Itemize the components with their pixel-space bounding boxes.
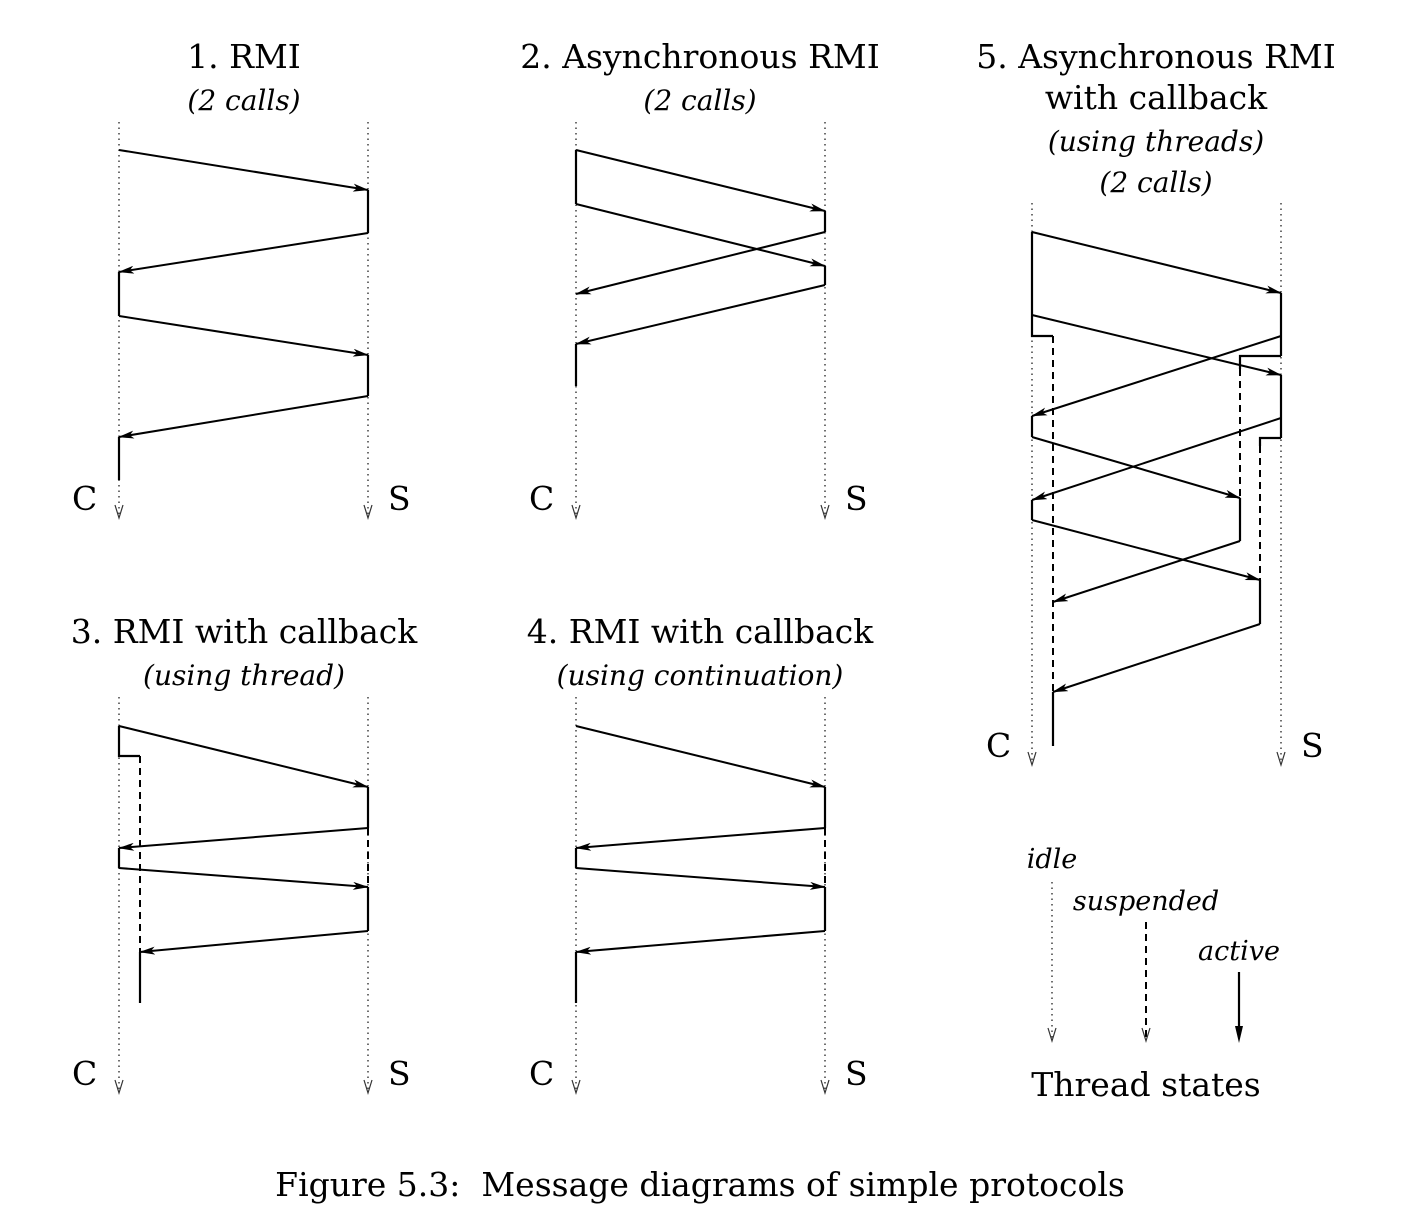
server-label: S [1301, 726, 1324, 765]
callback-reply-message [118, 867, 369, 890]
callback-message [575, 827, 826, 851]
client-label: C [72, 479, 97, 518]
legend-active-label: active [1198, 936, 1280, 967]
panel-1-rmi: 1. RMI (2 calls) C S [72, 37, 411, 521]
call-message [1031, 231, 1282, 294]
client-label: C [72, 1054, 97, 1093]
client-timeline-arrow-icon [114, 1079, 124, 1096]
call-message [118, 315, 369, 357]
reply-message [575, 930, 826, 955]
call-message [575, 203, 826, 267]
callback-reply-message [575, 867, 826, 890]
reply-message [1052, 623, 1261, 693]
callback-message [1031, 335, 1282, 417]
callback-reply-message [1031, 436, 1241, 499]
client-timeline-arrow-icon [114, 504, 124, 521]
client-timeline-arrow-icon [571, 504, 581, 521]
thread-states-legend: idle suspended active Thread states [1027, 844, 1280, 1104]
client-label: C [986, 726, 1011, 765]
server-label: S [388, 479, 411, 518]
client-active-segment [1030, 232, 1053, 338]
reply-message [118, 395, 369, 439]
panel-2-subtitle: (2 calls) [643, 84, 756, 117]
panel-5-subtitle-2: (2 calls) [1099, 166, 1212, 199]
server-timeline-arrow-icon [1276, 751, 1286, 768]
panel-2-async-rmi: 2. Asynchronous RMI (2 calls) C S [520, 37, 880, 521]
panel-3-subtitle: (using thread) [143, 659, 345, 692]
legend-title: Thread states [1031, 1065, 1260, 1104]
call-message [575, 725, 826, 788]
call-message [118, 149, 369, 192]
callback-message [118, 827, 369, 851]
client-label: C [529, 479, 554, 518]
reply-message [139, 930, 369, 955]
panel-3-rmi-callback-thread: 3. RMI with callback (using thread) C S [71, 612, 418, 1096]
legend-idle-label: idle [1027, 844, 1078, 875]
server-timeline-arrow-icon [363, 1079, 373, 1096]
panel-3-title: 3. RMI with callback [71, 612, 418, 651]
call-message [1031, 314, 1282, 376]
server-label: S [388, 1054, 411, 1093]
legend-suspended-label: suspended [1073, 886, 1219, 917]
reply-message [118, 232, 369, 274]
legend-suspended-arrow-icon [1141, 1027, 1151, 1044]
panel-5-async-rmi-callback-threads: 5. Asynchronous RMI with callback (using… [976, 37, 1336, 768]
panel-4-subtitle: (using continuation) [557, 659, 844, 692]
panel-4-rmi-callback-continuation: 4. RMI with callback (using continuation… [527, 612, 874, 1096]
reply-message [575, 231, 826, 295]
panel-1-subtitle: (2 calls) [187, 84, 300, 117]
panel-5-title-line1: 5. Asynchronous RMI [976, 37, 1336, 76]
callback-reply-message [1031, 519, 1261, 581]
call-message [118, 725, 369, 788]
call-message [575, 149, 826, 212]
client-timeline-arrow-icon [571, 1079, 581, 1096]
panel-5-subtitle-1: (using threads) [1048, 125, 1264, 158]
panel-4-title: 4. RMI with callback [527, 612, 874, 651]
client-timeline-arrow-icon [1027, 751, 1037, 768]
server-timeline-arrow-icon [363, 504, 373, 521]
reply-message [1052, 540, 1241, 603]
legend-idle-arrow-icon [1047, 1027, 1057, 1044]
panel-2-title: 2. Asynchronous RMI [520, 37, 880, 76]
server-label: S [845, 1054, 868, 1093]
reply-message [575, 284, 826, 345]
figure-caption: Figure 5.3: Message diagrams of simple p… [275, 1165, 1125, 1204]
client-active-segment [117, 726, 140, 758]
callback-message [1031, 417, 1282, 501]
panel-1-title: 1. RMI [187, 37, 301, 76]
panel-5-title-line2: with callback [1045, 78, 1268, 117]
server-label: S [845, 479, 868, 518]
client-label: C [529, 1054, 554, 1093]
server-timeline-arrow-icon [820, 1079, 830, 1096]
legend-active-arrow-icon [1235, 1026, 1243, 1043]
server-thread-branch [1258, 436, 1281, 446]
server-timeline-arrow-icon [820, 504, 830, 521]
